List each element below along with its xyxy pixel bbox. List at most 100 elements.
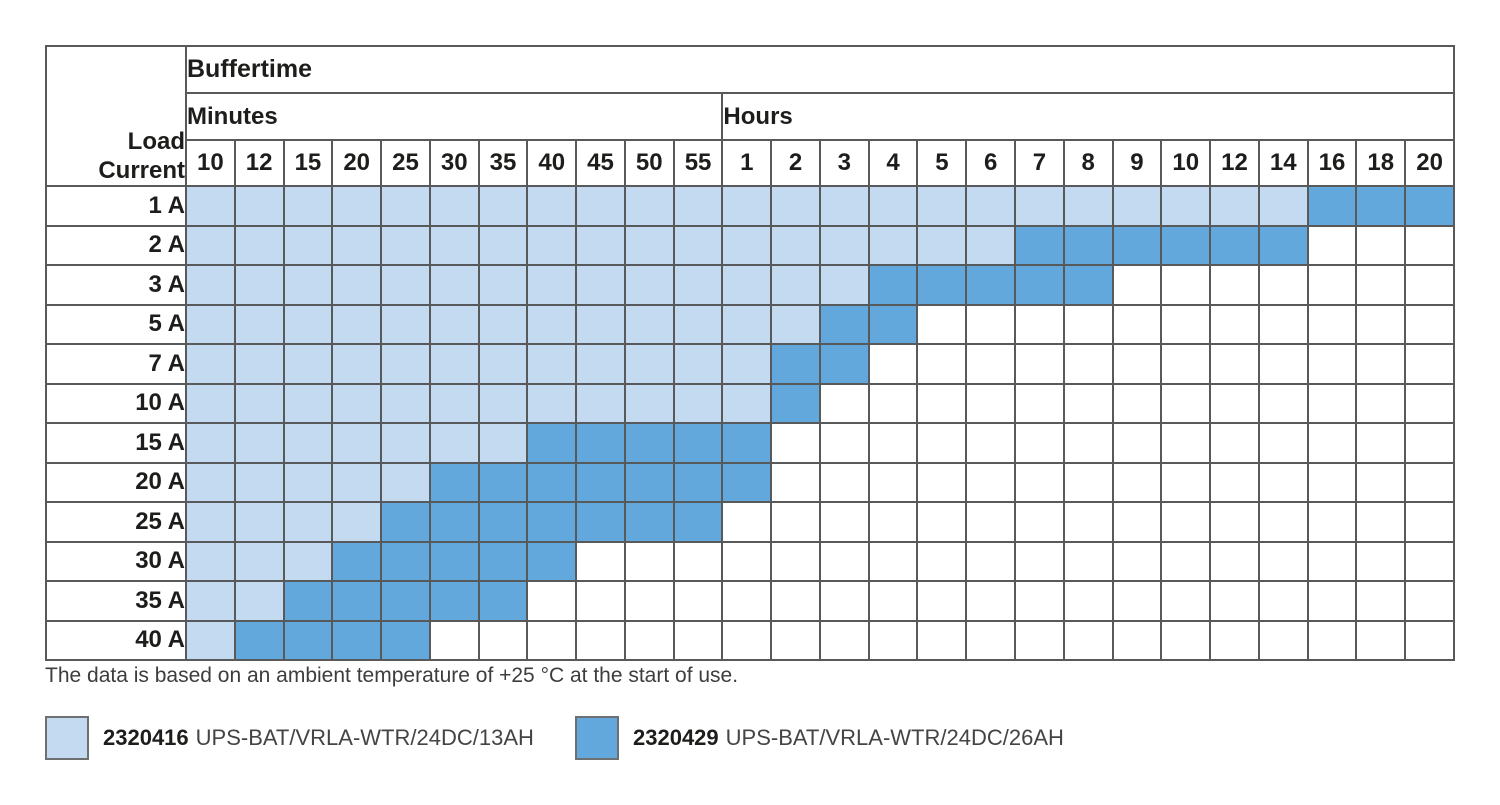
buffer-cell xyxy=(233,580,285,622)
buffer-cell xyxy=(965,580,1017,622)
buffer-cell xyxy=(1014,540,1065,582)
buffer-cell xyxy=(867,422,919,464)
buffer-cell xyxy=(1111,264,1163,306)
legend-item-13ah: 2320416 UPS-BAT/VRLA-WTR/24DC/13AH xyxy=(45,716,534,760)
buffer-cell xyxy=(1111,303,1163,345)
buffer-cell xyxy=(1062,343,1114,385)
buffer-cell xyxy=(380,619,431,661)
buffer-cell xyxy=(233,343,285,385)
buffer-cell xyxy=(477,580,529,622)
buffer-cell xyxy=(1014,461,1065,503)
col-header: 9 xyxy=(1111,139,1163,187)
buffer-cell xyxy=(380,343,431,385)
buffer-cell xyxy=(380,501,431,543)
buffer-cell xyxy=(1160,185,1212,227)
buffer-cell xyxy=(428,264,480,306)
buffer-cell xyxy=(672,224,724,266)
legend-label: UPS-BAT/VRLA-WTR/24DC/26AH xyxy=(725,725,1064,750)
buffer-cell xyxy=(672,461,724,503)
buffer-cell xyxy=(380,540,431,582)
buffer-cell xyxy=(1257,461,1309,503)
row-label: 15 A xyxy=(45,422,187,464)
buffer-cell xyxy=(623,422,675,464)
col-group-minutes: Minutes xyxy=(184,92,724,141)
buffer-cell xyxy=(770,185,821,227)
buffer-cell xyxy=(867,580,919,622)
buffer-cell xyxy=(1306,461,1358,503)
legend-text: 2320416 UPS-BAT/VRLA-WTR/24DC/13AH xyxy=(103,725,534,751)
buffer-cell xyxy=(867,224,919,266)
buffer-cell xyxy=(1062,382,1114,424)
buffer-cell xyxy=(1257,540,1309,582)
col-header: 10 xyxy=(185,139,236,187)
buffer-cell xyxy=(380,382,431,424)
buffer-cell xyxy=(233,619,285,661)
buffer-cell xyxy=(623,461,675,503)
buffer-cell xyxy=(1062,422,1114,464)
buffer-cell xyxy=(1209,382,1260,424)
col-header: 7 xyxy=(1014,139,1065,187)
buffer-cell xyxy=(1111,382,1163,424)
buffer-cell xyxy=(818,540,870,582)
buffer-cell xyxy=(428,501,480,543)
col-group-hours: Hours xyxy=(721,92,1455,141)
buffer-cell xyxy=(575,264,626,306)
buffer-cell xyxy=(1014,185,1065,227)
buffer-cell xyxy=(1014,264,1065,306)
buffer-cell xyxy=(721,580,773,622)
buffer-cell xyxy=(1404,382,1455,424)
buffer-cell xyxy=(721,461,773,503)
buffer-cell xyxy=(1062,185,1114,227)
buffer-cell xyxy=(1160,303,1212,345)
buffer-cell xyxy=(1355,185,1407,227)
buffer-cell xyxy=(331,224,383,266)
buffer-cell xyxy=(282,580,334,622)
buffer-cell xyxy=(770,501,821,543)
buffer-cell xyxy=(1014,382,1065,424)
buffer-cell xyxy=(818,382,870,424)
buffer-cell xyxy=(1111,501,1163,543)
buffer-cell xyxy=(526,580,578,622)
buffer-cell xyxy=(818,580,870,622)
row-label: 3 A xyxy=(45,264,187,306)
col-header: 20 xyxy=(1404,139,1455,187)
buffer-cell xyxy=(672,501,724,543)
buffer-cell xyxy=(1355,580,1407,622)
buffer-cell xyxy=(1404,461,1455,503)
buffer-cell xyxy=(623,382,675,424)
buffer-cell xyxy=(331,619,383,661)
buffer-cell xyxy=(1306,619,1358,661)
buffer-cell xyxy=(282,619,334,661)
buffer-cell xyxy=(282,343,334,385)
buffer-cell xyxy=(721,185,773,227)
buffer-cell xyxy=(331,303,383,345)
buffer-cell xyxy=(233,501,285,543)
buffer-cell xyxy=(428,619,480,661)
buffer-cell xyxy=(721,422,773,464)
row-label: 2 A xyxy=(45,224,187,266)
buffer-cell xyxy=(477,382,529,424)
buffer-cell xyxy=(575,185,626,227)
buffer-cell xyxy=(1062,461,1114,503)
legend-swatch-light xyxy=(45,716,89,760)
buffer-cell xyxy=(282,422,334,464)
buffer-cell xyxy=(770,303,821,345)
buffer-cell xyxy=(428,343,480,385)
buffer-cell xyxy=(1209,422,1260,464)
buffer-cell xyxy=(233,422,285,464)
buffer-cell xyxy=(1160,501,1212,543)
buffer-cell xyxy=(282,224,334,266)
buffer-cell xyxy=(867,461,919,503)
buffer-cell xyxy=(185,343,236,385)
buffer-cell xyxy=(1355,540,1407,582)
buffer-cell xyxy=(916,224,968,266)
buffer-cell xyxy=(672,422,724,464)
buffer-cell xyxy=(1257,224,1309,266)
buffer-cell xyxy=(770,224,821,266)
buffer-cell xyxy=(1014,224,1065,266)
buffertime-table: Load Current Buffertime Minutes Hours 10 12 15… xyxy=(45,45,1455,661)
buffer-cell xyxy=(818,343,870,385)
buffer-cell xyxy=(1111,580,1163,622)
buffer-cell xyxy=(477,224,529,266)
